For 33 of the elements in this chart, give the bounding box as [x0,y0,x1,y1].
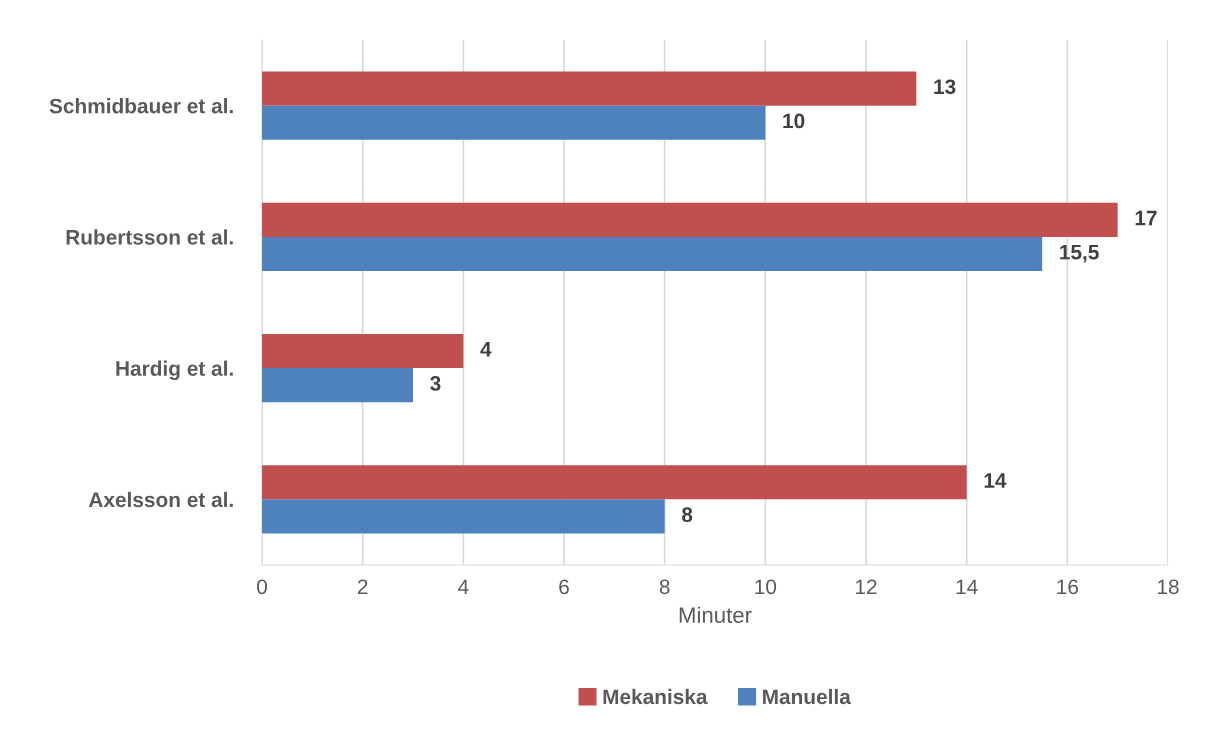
data-label: 10 [783,113,805,129]
legend-label: Manuella [763,688,851,705]
bar [262,499,665,534]
data-label: 8 [681,507,693,523]
data-label: 15,5 [1060,244,1099,263]
x-tick-label: 10 [755,579,777,595]
x-tick-label: 8 [659,579,670,595]
x-tick-label: 4 [458,579,469,594]
x-tick-label: 14 [956,579,978,594]
bar [262,334,464,369]
x-tick-label: 6 [559,579,569,595]
x-axis-title: Minuter [679,606,752,623]
bar [262,368,413,403]
y-tick-label: Rubertsson et al. [66,229,233,245]
x-tick-label: 18 [1158,579,1179,595]
data-label: 17 [1135,210,1157,226]
x-tick-label: 16 [1057,579,1079,595]
x-tick-label: 12 [856,579,877,594]
x-tick-label: 0 [257,579,267,595]
bar [262,105,766,140]
data-label: 13 [934,79,956,95]
data-label: 14 [984,473,1007,488]
bar [262,465,967,500]
y-tick-label: Axelsson et al. [88,491,233,508]
bar [262,202,1118,237]
legend-label: Mekaniska [603,688,708,705]
data-label: 4 [480,342,492,357]
data-label: 3 [430,376,441,391]
y-tick-label: Schmidbauer et al. [49,98,233,114]
bar [262,71,917,106]
bar [262,236,1043,271]
y-tick-label: Hardig et al. [116,360,233,381]
x-tick-label: 2 [357,579,368,594]
